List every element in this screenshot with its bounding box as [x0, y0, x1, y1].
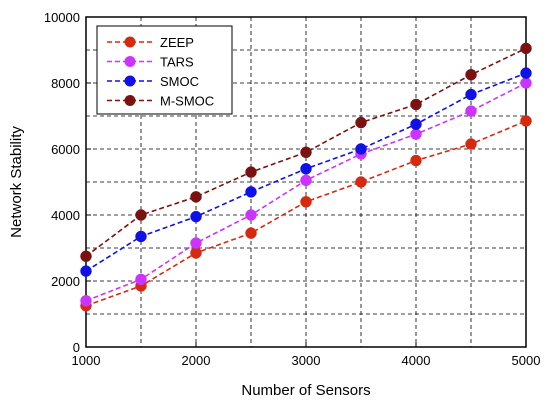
series-smoc — [80, 67, 532, 277]
data-point — [410, 154, 422, 167]
data-point — [300, 146, 312, 159]
data-point — [80, 250, 92, 262]
data-point — [465, 69, 477, 81]
x-tick-label: 4000 — [402, 353, 431, 368]
legend-label: ZEEP — [160, 35, 194, 50]
y-tick-label: 0 — [73, 340, 80, 355]
x-tick-label: 1000 — [72, 353, 101, 368]
legend-swatch-marker — [124, 95, 136, 106]
data-point — [410, 118, 422, 130]
legend-label: SMOC — [160, 74, 199, 89]
data-point — [520, 115, 532, 127]
data-point — [300, 163, 312, 175]
data-point — [190, 237, 202, 249]
data-point — [245, 166, 257, 178]
y-axis-title: Network Stability — [8, 126, 25, 238]
data-point — [190, 210, 202, 223]
data-point — [520, 67, 532, 79]
legend-label: TARS — [160, 55, 194, 70]
data-point — [355, 176, 367, 188]
data-point — [300, 196, 312, 208]
legend-swatch-marker — [124, 36, 136, 48]
y-tick-label: 2000 — [51, 274, 80, 289]
series-line — [85, 47, 527, 257]
data-point — [245, 227, 257, 239]
data-point — [355, 143, 367, 155]
legend-label: M-SMOC — [160, 94, 214, 109]
x-tick-label: 5000 — [512, 353, 541, 368]
y-tick-label: 6000 — [51, 142, 80, 157]
x-tick-label: 2000 — [182, 353, 211, 368]
series-layer — [80, 42, 532, 312]
legend-box — [96, 25, 233, 115]
data-point — [135, 209, 147, 221]
data-point — [190, 247, 202, 259]
y-tick-label: 10000 — [44, 10, 80, 25]
data-point — [355, 116, 367, 129]
y-tick-label: 8000 — [51, 76, 80, 91]
series-m-smoc — [80, 42, 532, 262]
series-tars — [80, 77, 532, 307]
legend-swatch-marker — [124, 56, 136, 67]
data-point — [520, 77, 532, 89]
y-tick-label: 4000 — [51, 208, 80, 223]
data-point — [135, 230, 147, 243]
data-point — [410, 98, 422, 111]
data-point — [520, 42, 532, 55]
data-point — [245, 209, 257, 221]
data-point — [190, 191, 202, 203]
data-point — [465, 88, 477, 101]
grid-lines — [86, 17, 526, 347]
x-tick-label: 3000 — [292, 353, 321, 368]
data-point — [135, 273, 147, 286]
data-point — [410, 128, 422, 140]
data-point — [245, 186, 257, 198]
data-point — [465, 138, 477, 150]
data-point — [300, 174, 312, 187]
data-point — [80, 265, 92, 277]
x-axis-title: Number of Sensors — [241, 382, 370, 399]
axis-ticks: 1000 2000 3000 4000 5000 0 2000 4000 6000 8000 100… — [44, 10, 541, 368]
legend-swatch-marker — [124, 75, 136, 87]
data-point — [80, 295, 92, 307]
legend: ZEEP TARS SMOC M-SMOC — [96, 25, 233, 115]
data-point — [465, 105, 477, 117]
